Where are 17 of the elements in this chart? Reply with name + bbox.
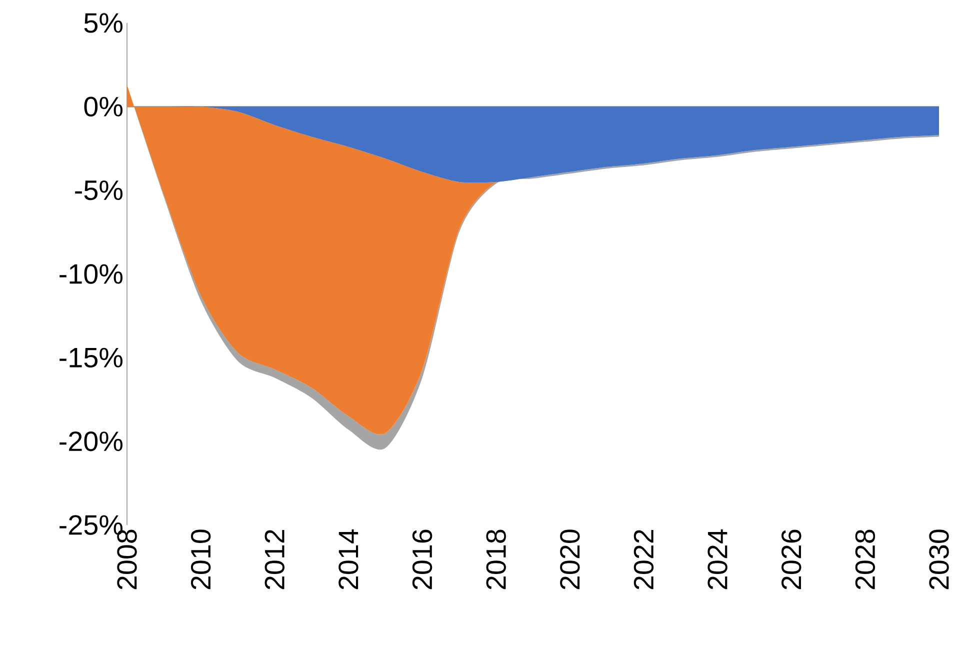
x-tick-label: 2020: [560, 530, 580, 590]
y-tick-label: 0%: [84, 96, 122, 117]
y-tick-label: -5%: [75, 180, 122, 200]
y-tick-label: -20%: [60, 431, 122, 452]
x-tick-label: 2026: [782, 530, 802, 590]
y-tick-label: -15%: [60, 348, 122, 368]
x-tick-label: 2030: [929, 530, 949, 590]
y-tick-label: 5%: [84, 13, 122, 33]
x-tick-label: 2016: [412, 530, 432, 590]
x-tick-label: 2012: [264, 530, 285, 590]
x-tick-label: 2010: [190, 530, 211, 590]
y-tick-label: -10%: [60, 264, 122, 284]
x-tick-label: 2028: [855, 530, 876, 590]
x-tick-label: 2022: [634, 530, 654, 590]
x-tick-label: 2018: [486, 530, 506, 590]
x-tick-label: 2024: [708, 529, 728, 590]
x-tick-label: 2014: [338, 529, 358, 590]
